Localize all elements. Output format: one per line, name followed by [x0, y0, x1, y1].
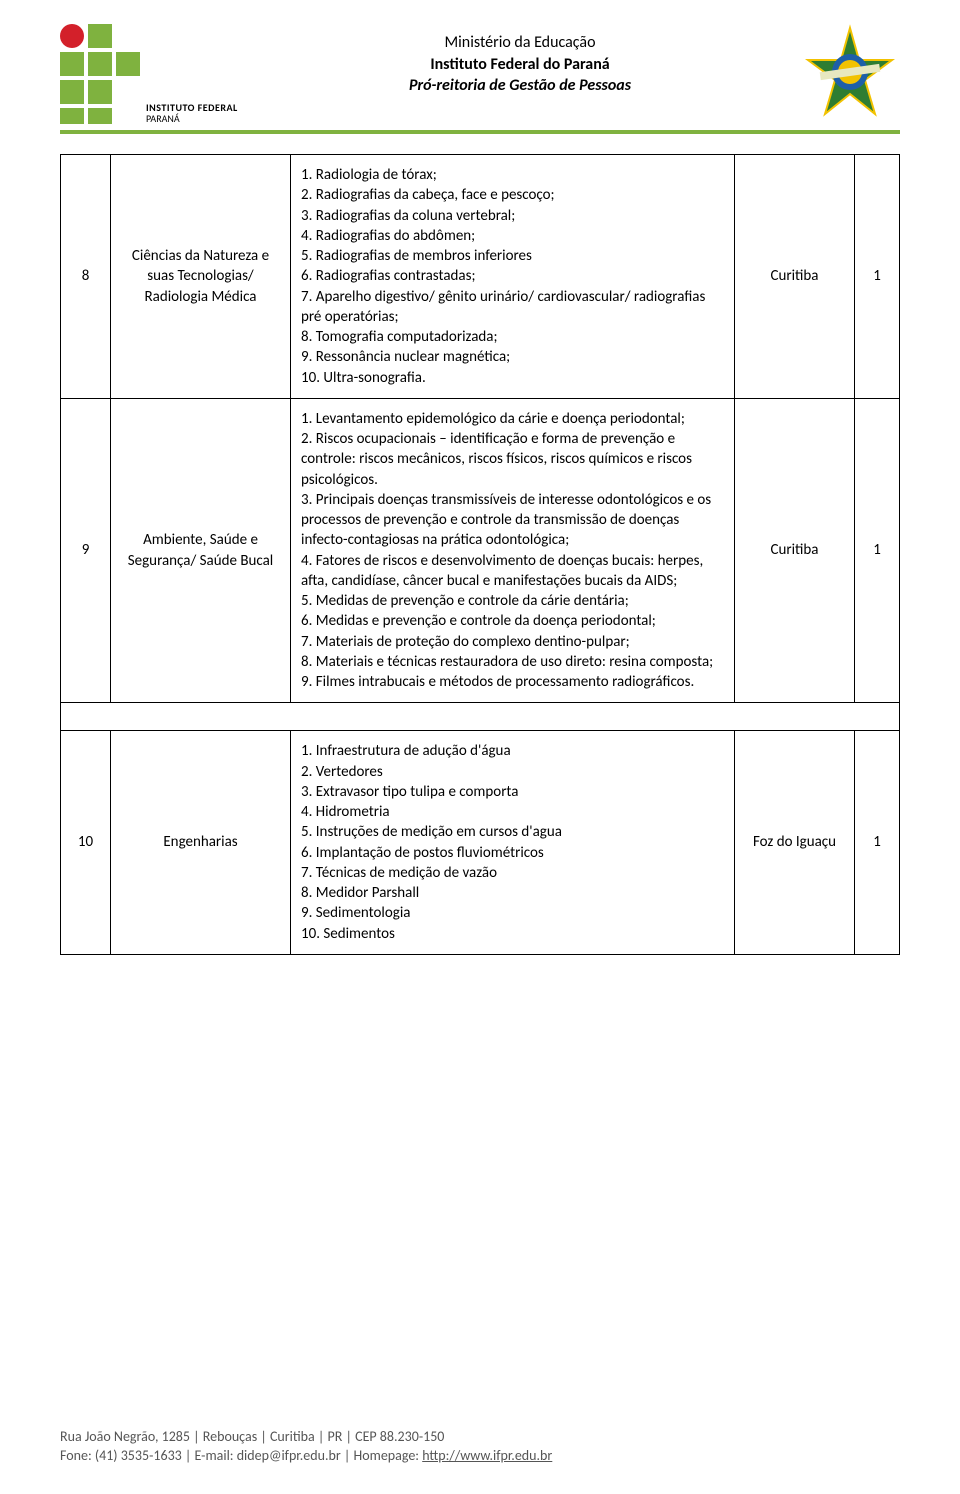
header-line3: Pró-reitoria de Gestão de Pessoas: [260, 75, 780, 97]
cell-area: Ciências da Natureza e suas Tecnologias/…: [111, 155, 291, 399]
cell-city: Curitiba: [735, 398, 855, 703]
cell-qty: 1: [855, 731, 900, 955]
footer-line2-text: Fone: (41) 3535-1633 | E-mail: didep@ifp…: [60, 1447, 422, 1464]
brasao-icon: [800, 24, 900, 124]
logo-left: INSTITUTO FEDERAL PARANÁ: [60, 24, 260, 124]
header-center: Ministério da Educação Instituto Federal…: [260, 24, 780, 97]
cell-num: 9: [61, 398, 111, 703]
logo-left-text: INSTITUTO FEDERAL PARANÁ: [146, 102, 238, 124]
table-row: 10 Engenharias 1. Infraestrutura de aduç…: [61, 731, 900, 955]
header-line2: Instituto Federal do Paraná: [260, 54, 780, 76]
page: INSTITUTO FEDERAL PARANÁ Ministério da E…: [0, 0, 960, 1494]
cell-city: Curitiba: [735, 155, 855, 399]
footer-homepage-link[interactable]: http://www.ifpr.edu.br: [422, 1447, 552, 1464]
logo-right: [780, 24, 900, 124]
cell-area: Engenharias: [111, 731, 291, 955]
page-footer: Rua João Negrão, 1285 | Rebouças | Curit…: [60, 1427, 900, 1466]
spacer-row: [61, 703, 900, 731]
table-row: 8 Ciências da Natureza e suas Tecnologia…: [61, 155, 900, 399]
page-header: INSTITUTO FEDERAL PARANÁ Ministério da E…: [60, 24, 900, 124]
footer-line2: Fone: (41) 3535-1633 | E-mail: didep@ifp…: [60, 1446, 900, 1466]
table-body: 8 Ciências da Natureza e suas Tecnologia…: [61, 155, 900, 955]
logo-left-line2: PARANÁ: [146, 113, 238, 124]
if-logo-icon: [60, 24, 138, 124]
footer-line1: Rua João Negrão, 1285 | Rebouças | Curit…: [60, 1427, 900, 1447]
cell-num: 8: [61, 155, 111, 399]
cell-num: 10: [61, 731, 111, 955]
cell-area: Ambiente, Saúde e Segurança/ Saúde Bucal: [111, 398, 291, 703]
cell-qty: 1: [855, 398, 900, 703]
cell-desc: 1. Infraestrutura de adução d'água 2. Ve…: [291, 731, 735, 955]
cell-desc: 1. Radiologia de tórax; 2. Radiografias …: [291, 155, 735, 399]
cell-city: Foz do Iguaçu: [735, 731, 855, 955]
cell-qty: 1: [855, 155, 900, 399]
content-table: 8 Ciências da Natureza e suas Tecnologia…: [60, 154, 900, 955]
cell-desc: 1. Levantamento epidemológico da cárie e…: [291, 398, 735, 703]
table-row: 9 Ambiente, Saúde e Segurança/ Saúde Buc…: [61, 398, 900, 703]
header-divider: [60, 130, 900, 134]
header-line1: Ministério da Educação: [260, 32, 780, 54]
